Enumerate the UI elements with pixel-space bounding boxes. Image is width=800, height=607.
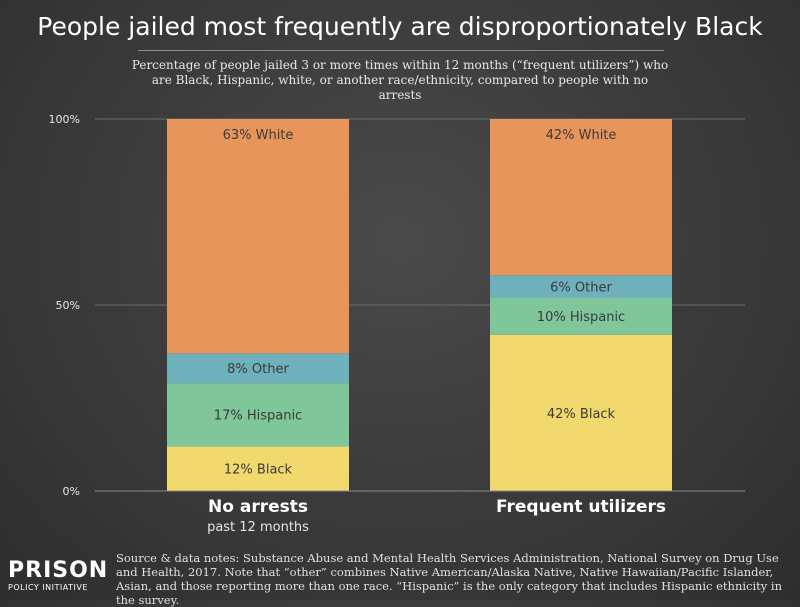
y-tick-label-0: 0% (63, 485, 80, 498)
bar-frequent-utilizers-black (490, 334, 672, 491)
chart-subtitle: Percentage of people jailed 3 or more ti… (131, 58, 669, 102)
bar-no-arrests-black (167, 446, 349, 491)
y-tick-label-50: 50% (56, 299, 80, 312)
bar-no-arrests-other (167, 353, 349, 384)
bar-frequent-utilizers-hispanic (490, 297, 672, 335)
data-label-no-arrests-other: 8% Other (227, 362, 289, 377)
data-label-frequent-utilizers-white: 42% White (546, 128, 617, 143)
source-notes: Source & data notes: Substance Abuse and… (116, 551, 783, 607)
title-divider (138, 50, 664, 51)
data-label-frequent-utilizers-hispanic: 10% Hispanic (537, 310, 625, 325)
y-tick-label-100: 100% (49, 113, 80, 126)
data-label-frequent-utilizers-other: 6% Other (550, 280, 612, 295)
data-label-no-arrests-white: 63% White (223, 128, 294, 143)
data-label-no-arrests-black: 12% Black (224, 463, 293, 478)
x-category-label-no-arrests: No arrests (208, 497, 308, 517)
prison-policy-initiative-logo: PRISON POLICY INITIATIVE (8, 558, 109, 594)
data-label-frequent-utilizers-black: 42% Black (547, 407, 616, 422)
x-category-label-frequent-utilizers: Frequent utilizers (496, 497, 666, 517)
data-label-no-arrests-hispanic: 17% Hispanic (214, 409, 302, 424)
bar-no-arrests-white (167, 119, 349, 354)
logo-wordmark: PRISON (8, 558, 109, 583)
x-category-sublabel-no-arrests: past 12 months (207, 520, 309, 535)
chart-title: People jailed most frequently are dispro… (37, 12, 763, 41)
bar-no-arrests-hispanic (167, 383, 349, 447)
bar-frequent-utilizers-other (490, 275, 672, 298)
logo-tagline: POLICY INITIATIVE (8, 583, 88, 592)
bar-frequent-utilizers-white (490, 119, 672, 276)
